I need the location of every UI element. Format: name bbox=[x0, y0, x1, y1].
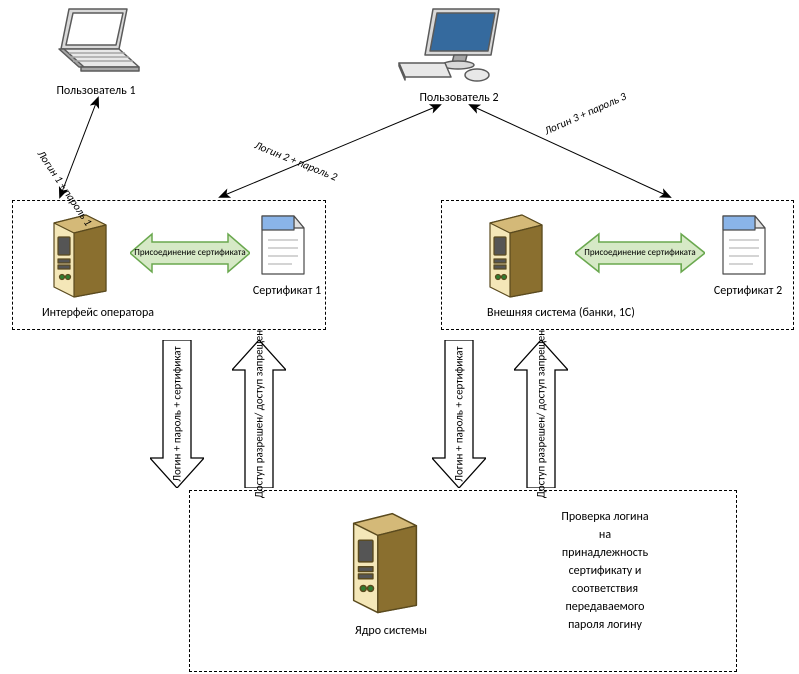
down-arrow-1: Логин + пароль + сертификат bbox=[150, 340, 204, 488]
thin-arrows-layer bbox=[0, 0, 799, 674]
up-arrow-2-label: Доступ разрешен/ доступ запрещен bbox=[535, 330, 548, 498]
diagram-canvas: Пользователь 1 Пользователь 2 bbox=[0, 0, 799, 674]
down-arrow-2-label: Логин + пароль + сертификат bbox=[453, 346, 466, 482]
up-arrow-1: Доступ разрешен/ доступ запрещен bbox=[232, 340, 286, 488]
down-arrow-2: Логин + пароль + сертификат bbox=[432, 340, 486, 488]
up-arrow-1-label: Доступ разрешен/ доступ запрещен bbox=[253, 330, 266, 498]
down-arrow-1-label: Логин + пароль + сертификат bbox=[171, 346, 184, 482]
up-arrow-2: Доступ разрешен/ доступ запрещен bbox=[514, 340, 568, 488]
